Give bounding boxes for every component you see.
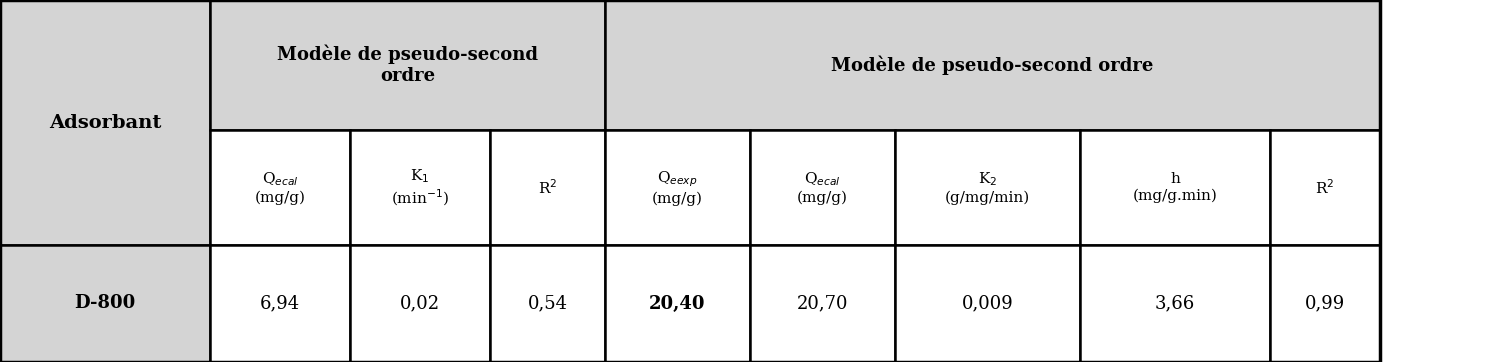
Text: Q$_{ecal}$
(mg/g): Q$_{ecal}$ (mg/g) — [797, 170, 848, 205]
Text: R$^2$: R$^2$ — [538, 178, 556, 197]
Text: Modèle de pseudo-second
ordre: Modèle de pseudo-second ordre — [277, 45, 538, 85]
Bar — [750, 245, 895, 362]
Text: K$_2$
(g/mg/min): K$_2$ (g/mg/min) — [945, 170, 1030, 205]
Text: 0,99: 0,99 — [1305, 295, 1346, 312]
Bar — [490, 130, 605, 245]
Bar — [605, 245, 750, 362]
Text: Modèle de pseudo-second ordre: Modèle de pseudo-second ordre — [832, 55, 1154, 75]
Bar — [210, 130, 349, 245]
Text: 6,94: 6,94 — [260, 295, 299, 312]
Bar — [349, 245, 490, 362]
Bar — [1270, 130, 1380, 245]
Text: Adsorbant: Adsorbant — [48, 114, 162, 131]
Bar — [490, 245, 605, 362]
Text: D-800: D-800 — [74, 295, 136, 312]
Text: 0,02: 0,02 — [401, 295, 440, 312]
Text: h
(mg/g.min): h (mg/g.min) — [1132, 172, 1217, 203]
Text: Q$_{ecal}$
(mg/g): Q$_{ecal}$ (mg/g) — [254, 170, 305, 205]
Bar — [1080, 245, 1270, 362]
Bar — [1270, 245, 1380, 362]
Bar — [349, 130, 490, 245]
Bar — [895, 130, 1080, 245]
Bar — [895, 245, 1080, 362]
Text: 20,70: 20,70 — [797, 295, 848, 312]
Text: K$_1$
(min$^{-1}$): K$_1$ (min$^{-1}$) — [392, 167, 449, 208]
Text: 3,66: 3,66 — [1155, 295, 1194, 312]
Text: 20,40: 20,40 — [649, 295, 706, 312]
Bar — [0, 245, 210, 362]
Bar — [0, 0, 210, 245]
Bar — [750, 130, 895, 245]
Text: 0,009: 0,009 — [962, 295, 1013, 312]
Text: R$^2$: R$^2$ — [1315, 178, 1335, 197]
Text: Q$_{eexp}$
(mg/g): Q$_{eexp}$ (mg/g) — [652, 169, 703, 206]
Bar — [210, 0, 605, 130]
Bar — [605, 0, 1380, 130]
Bar — [210, 245, 349, 362]
Text: 0,54: 0,54 — [528, 295, 567, 312]
Bar — [1080, 130, 1270, 245]
Bar — [605, 130, 750, 245]
